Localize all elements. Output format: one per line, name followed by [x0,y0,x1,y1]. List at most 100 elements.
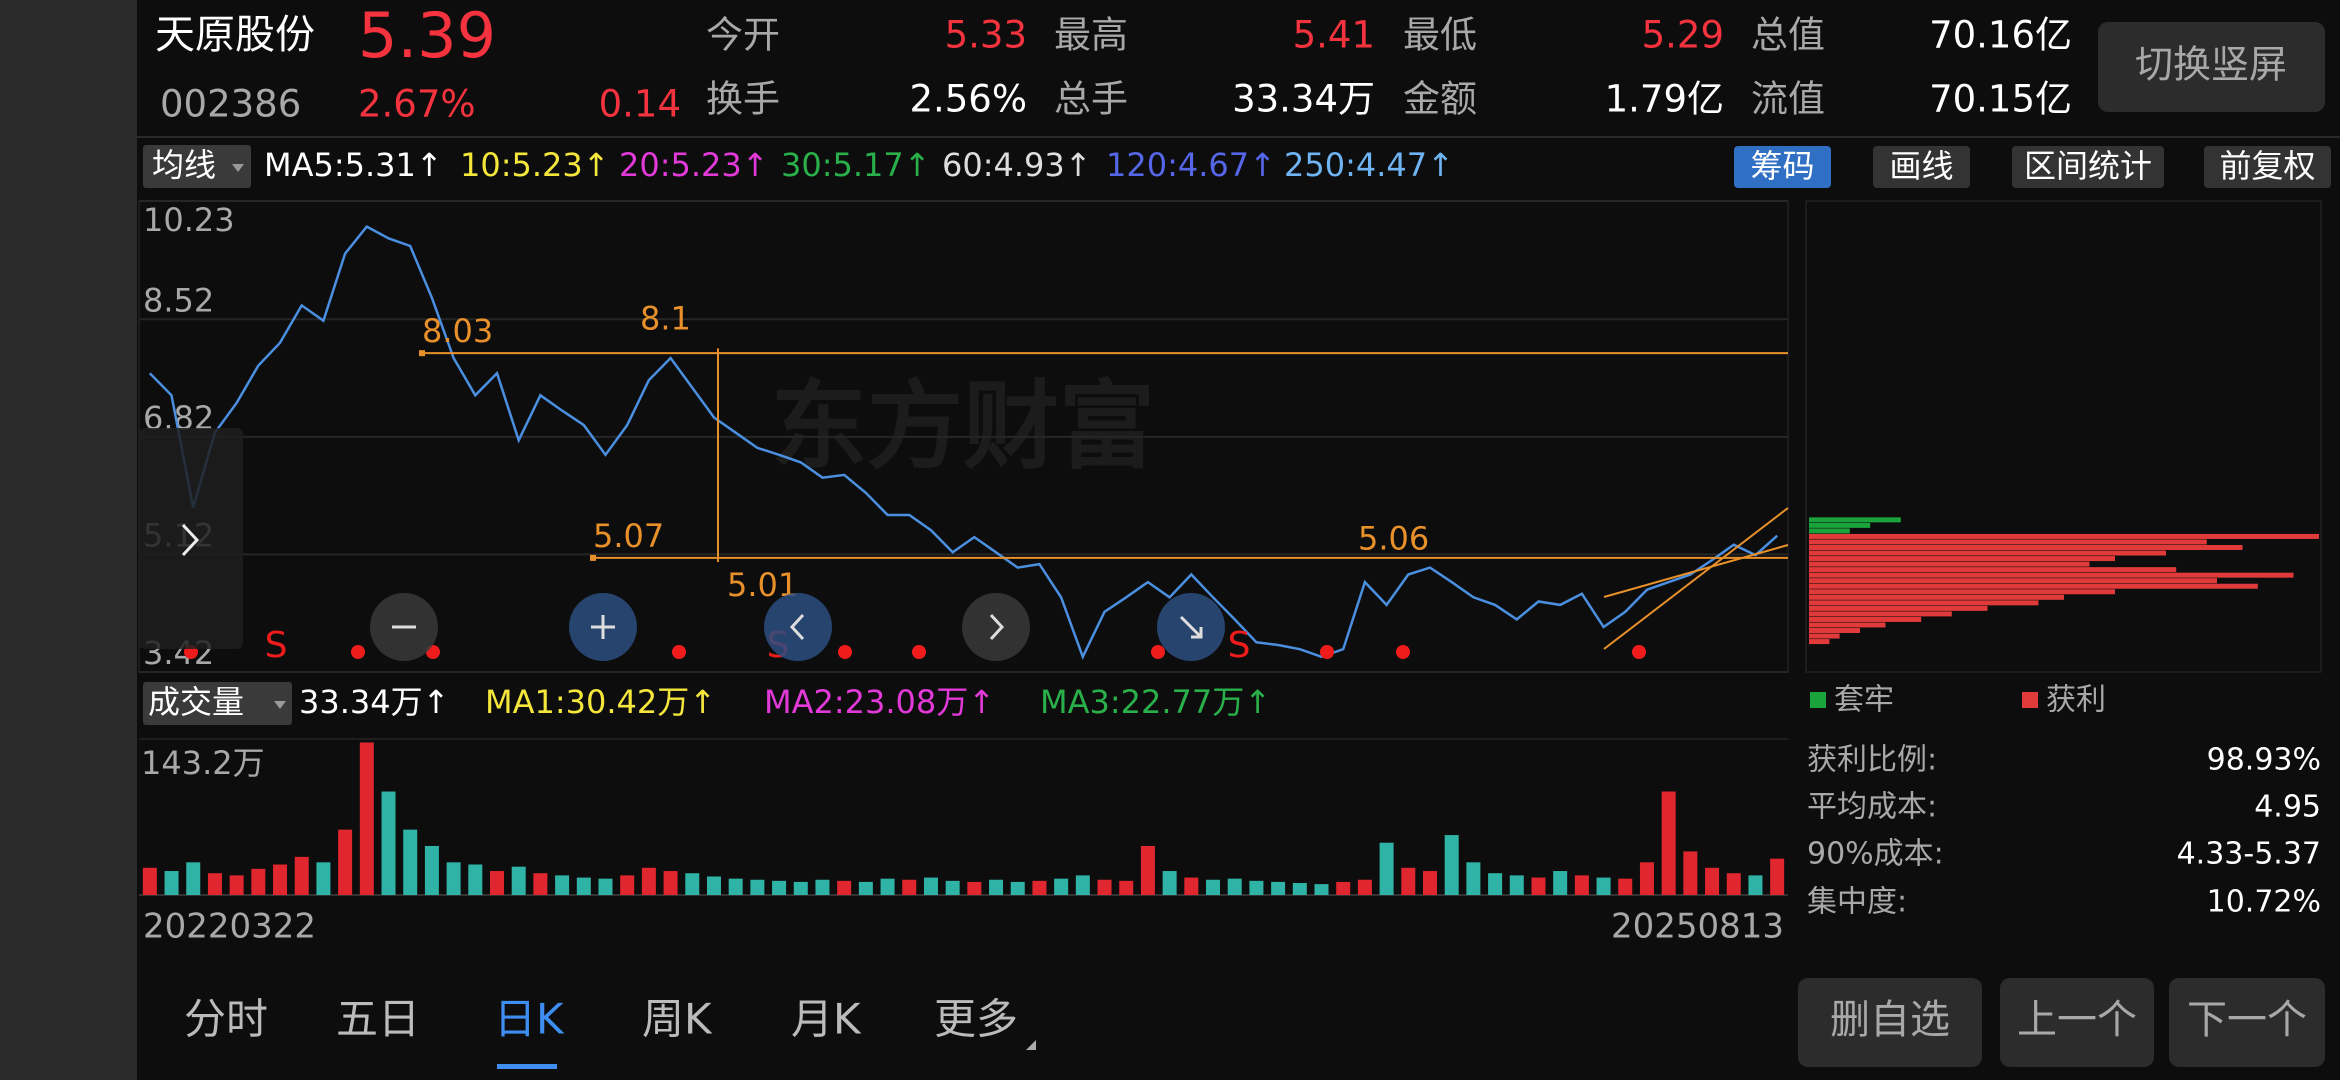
signal-dot [672,645,686,659]
volume-bar [1227,878,1242,895]
chip-profit [1809,572,2294,578]
chip-profit [1809,539,2207,545]
tab[interactable]: 日K [494,995,565,1044]
volume-bar [1140,845,1155,895]
stat-value: 4.33-5.37 [2177,837,2321,872]
action-label[interactable]: 上一个 [2017,997,2137,1043]
chip-frame [1805,200,2322,673]
stat-value: 98.93% [2207,743,2321,778]
tool-label[interactable]: 区间统计 [2024,147,2152,185]
ma-item: 20:5.23↑ [619,146,769,184]
tab[interactable]: 五日 [336,995,420,1044]
legend-label: 获利 [2046,683,2106,718]
field-label: 总手 [1054,78,1128,121]
field-value: 5.33 [945,14,1027,57]
action-button[interactable] [2000,978,2154,1067]
signal-dot [838,645,852,659]
field-value: 33.34万 [1232,78,1375,121]
stock-price: 5.39 [358,0,496,72]
ma-selector[interactable] [143,145,251,188]
field-value: 5.29 [1642,14,1724,57]
legend-swatch [2022,692,2038,708]
nav-button[interactable] [764,593,832,661]
signal-dot [1632,645,1646,659]
volume-bar [1162,871,1177,895]
action-button[interactable] [2169,978,2325,1067]
volume-bar [1292,883,1307,895]
watermark: 东方财富 [771,370,1155,482]
dropdown-arrow [232,164,244,172]
stat-label: 获利比例: [1807,743,1937,778]
action-button[interactable] [1798,978,1982,1067]
volume-bar [620,875,635,895]
chip-profit [1809,589,2115,595]
change: 0.14 [599,83,681,126]
signal-dot [351,645,365,659]
ma-item: 250:4.47↑ [1284,146,1454,184]
tool-button[interactable] [2204,146,2331,188]
volume-bar [772,880,787,895]
tool-label[interactable]: 筹码 [1750,147,1814,185]
chip-profit [1809,533,2319,539]
volume-bar [1401,867,1416,895]
volume-bar [1466,862,1481,895]
tab-underline [497,1064,557,1069]
y-tick-label: 143.2万 [141,744,265,782]
tool-label[interactable]: 画线 [1889,147,1953,185]
ma-label[interactable]: 均线 [152,146,216,184]
volume-bar [706,876,721,895]
signal-dot [1151,645,1165,659]
tab[interactable]: 更多 [934,995,1018,1044]
volume-bar [989,879,1004,895]
button-label[interactable]: 切换竖屏 [2135,43,2287,87]
tool-button[interactable] [1734,146,1831,188]
volume-selector[interactable] [143,682,292,725]
volume-bar [1639,862,1654,895]
tool-label[interactable]: 前复权 [2219,147,2315,185]
volume-bar [424,845,439,895]
nav-button[interactable] [962,593,1030,661]
tab[interactable]: 分时 [184,995,268,1044]
action-label[interactable]: 删自选 [1830,997,1950,1043]
chip-profit [1809,578,2217,584]
volume-legend-item: MA3:22.77万↑ [1040,683,1271,721]
volume-bar [1705,867,1720,895]
volume-bar [1444,835,1459,895]
legend-swatch [1810,692,1826,708]
stock-code: 002386 [160,83,301,126]
volume-label[interactable]: 成交量 [148,683,244,721]
tool-button[interactable] [2012,146,2164,188]
nav-icon [789,613,805,641]
level-handle [419,350,425,357]
volume-bar [142,867,157,895]
tab[interactable]: 月K [791,995,862,1044]
tab[interactable]: 周K [642,995,713,1044]
field-label: 流值 [1751,78,1825,121]
nav-icon [989,613,1005,641]
tool-button[interactable] [1873,146,1970,188]
volume-bar [1357,879,1372,895]
side-handle[interactable] [139,428,243,649]
level-label: 5.07 [593,517,664,555]
action-label[interactable]: 下一个 [2187,997,2307,1043]
volume-bar [750,879,765,895]
ma-item: 10:5.23↑ [460,146,610,184]
orientation-button[interactable]: 切换竖屏 [2098,22,2325,112]
volume-bar [793,881,808,895]
stock-name: 天原股份 [155,12,315,58]
field-value: 1.79亿 [1605,78,1724,121]
volume-bar [1422,871,1437,895]
side-strip [0,0,137,1080]
field-value: 5.41 [1293,14,1375,57]
volume-bar [728,878,743,895]
y-tick-label: 8.52 [143,281,214,319]
volume-bar [359,742,374,895]
volume-bar [1770,858,1785,895]
signal-dot [912,645,926,659]
volume-bar [490,871,505,895]
volume-bar [1553,871,1568,895]
volume-bar [1314,884,1329,895]
range-label: 8.1 [640,299,691,337]
field-label: 总值 [1751,14,1825,57]
